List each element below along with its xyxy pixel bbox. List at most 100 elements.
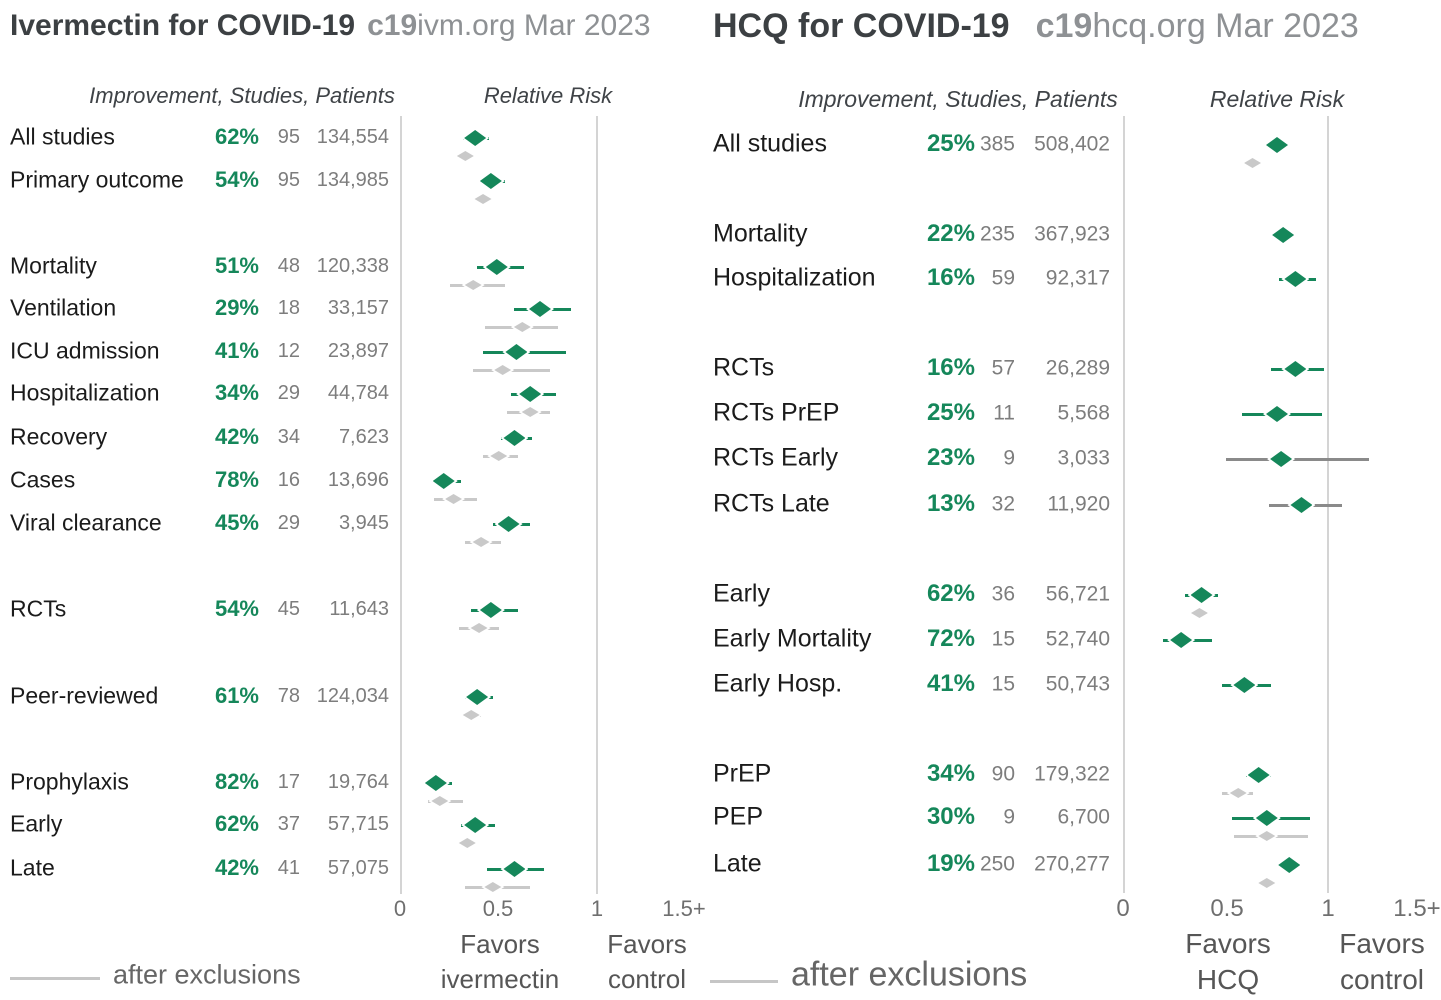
axis-tick: 0 xyxy=(1116,895,1130,922)
row-improvement: 25% xyxy=(926,130,975,158)
rr-diamond xyxy=(1266,137,1288,153)
rr-diamond xyxy=(485,259,508,275)
row-label: PEP xyxy=(713,802,764,831)
rr-diamond-after-exclusions xyxy=(445,494,463,504)
axis-tick: 1.5+ xyxy=(662,896,706,921)
rr-diamond-after-exclusions xyxy=(431,796,449,806)
row-label: Recovery xyxy=(10,423,108,450)
row-label: All studies xyxy=(10,123,115,150)
relative-risk-header: Relative Risk xyxy=(1209,86,1345,112)
rr-diamond xyxy=(529,301,551,317)
row-improvement: 62% xyxy=(214,811,259,837)
rr-diamond-after-exclusions xyxy=(1258,831,1276,841)
row-improvement: 16% xyxy=(926,264,975,292)
rr-diamond xyxy=(1290,497,1313,513)
rr-diamond-after-exclusions xyxy=(494,365,512,375)
rr-diamond xyxy=(505,344,528,360)
axis-tick: 1.5+ xyxy=(1393,895,1441,922)
row-studies: 11 xyxy=(993,401,1015,425)
row-label: RCTs xyxy=(10,595,67,622)
row-studies: 9 xyxy=(1003,446,1015,470)
axis-tick: 0.5 xyxy=(1210,895,1244,922)
row-studies: 385 xyxy=(979,132,1015,156)
columns-header: Improvement, Studies, Patients xyxy=(798,86,1118,112)
row-improvement: 13% xyxy=(926,490,975,518)
after-exclusions-legend-line xyxy=(710,980,778,983)
rr-diamond xyxy=(1266,406,1288,422)
row-patients: 92,317 xyxy=(1045,266,1110,290)
row-improvement: 29% xyxy=(214,295,259,321)
rr-diamond xyxy=(519,386,542,402)
axis-tick: 1 xyxy=(1321,895,1335,922)
row-patients: 508,402 xyxy=(1034,132,1110,156)
row-studies: 29 xyxy=(277,381,300,404)
row-patients: 270,277 xyxy=(1034,852,1110,876)
after-exclusions-legend-label: after exclusions xyxy=(113,959,301,990)
favors-treatment-label: Favors ivermectin xyxy=(440,929,560,994)
axis-tick: 0.5 xyxy=(482,896,514,921)
panel-ivermectin-title: Ivermectin for COVID-19 c19ivm.org Mar 20… xyxy=(10,9,651,43)
row-label: RCTs Early xyxy=(713,443,839,472)
row-label: RCTs Late xyxy=(713,489,830,518)
brand-rest: hcq.org Mar 2023 xyxy=(1092,7,1359,45)
row-improvement: 62% xyxy=(214,124,259,150)
rr-diamond-after-exclusions xyxy=(472,537,490,547)
row-patients: 23,897 xyxy=(327,339,389,362)
row-improvement: 34% xyxy=(214,380,259,406)
rr-diamond xyxy=(497,516,520,532)
rr-diamond-after-exclusions xyxy=(462,710,480,720)
row-label: Peer-reviewed xyxy=(10,682,159,709)
row-patients: 19,764 xyxy=(327,770,389,793)
favors-control-label: Favors control xyxy=(1339,928,1425,995)
rr-diamond-after-exclusions xyxy=(1190,608,1208,618)
after-exclusions-legend-label: after exclusions xyxy=(791,955,1028,994)
rr-diamond xyxy=(1272,227,1295,243)
row-improvement: 51% xyxy=(214,253,259,279)
row-improvement: 82% xyxy=(214,769,259,795)
rr-diamond xyxy=(1190,587,1213,603)
rr-diamond xyxy=(503,861,526,877)
row-improvement: 19% xyxy=(926,850,975,878)
favors-treatment-label: Favors HCQ xyxy=(1185,928,1271,995)
row-label: ICU admission xyxy=(10,337,160,364)
rr-diamond xyxy=(1278,857,1301,873)
brand-bold: c19 xyxy=(1035,7,1093,45)
row-patients: 7,623 xyxy=(338,425,389,448)
rr-diamond-after-exclusions xyxy=(1258,878,1276,888)
row-studies: 250 xyxy=(979,852,1015,876)
rr-diamond xyxy=(466,689,489,705)
axis-tick: 1 xyxy=(590,896,604,921)
row-studies: 90 xyxy=(991,762,1015,786)
row-label: Ventilation xyxy=(10,294,117,321)
panel-hcq-title: HCQ for COVID-19 c19hcq.org Mar 2023 xyxy=(713,7,1359,46)
gridline-one xyxy=(596,116,598,894)
rr-diamond-after-exclusions xyxy=(521,407,539,417)
row-studies: 9 xyxy=(1003,805,1015,829)
row-studies: 12 xyxy=(277,339,300,362)
row-patients: 120,338 xyxy=(316,254,389,277)
rr-ci-line xyxy=(1226,457,1369,461)
row-patients: 3,945 xyxy=(338,511,389,534)
rr-diamond-after-exclusions xyxy=(513,322,531,332)
row-label: All studies xyxy=(713,129,827,158)
row-patients: 52,740 xyxy=(1045,627,1110,651)
rr-diamond xyxy=(1247,767,1270,783)
row-patients: 26,289 xyxy=(1045,356,1110,380)
rr-diamond-after-exclusions xyxy=(490,451,508,461)
rr-diamond-after-exclusions xyxy=(484,882,502,892)
row-label: Primary outcome xyxy=(10,166,184,193)
row-improvement: 16% xyxy=(926,354,975,382)
row-studies: 37 xyxy=(277,812,300,835)
gridline-zero xyxy=(400,116,402,894)
row-improvement: 61% xyxy=(214,683,259,709)
row-improvement: 78% xyxy=(214,467,259,493)
row-label: Late xyxy=(713,849,762,878)
title-main: Ivermectin for COVID-19 xyxy=(10,9,356,42)
row-improvement: 34% xyxy=(926,760,975,788)
row-patients: 134,554 xyxy=(316,125,389,148)
rr-diamond xyxy=(479,602,502,618)
row-studies: 17 xyxy=(277,770,300,793)
row-patients: 11,643 xyxy=(329,597,389,620)
row-label: Prophylaxis xyxy=(10,768,129,795)
